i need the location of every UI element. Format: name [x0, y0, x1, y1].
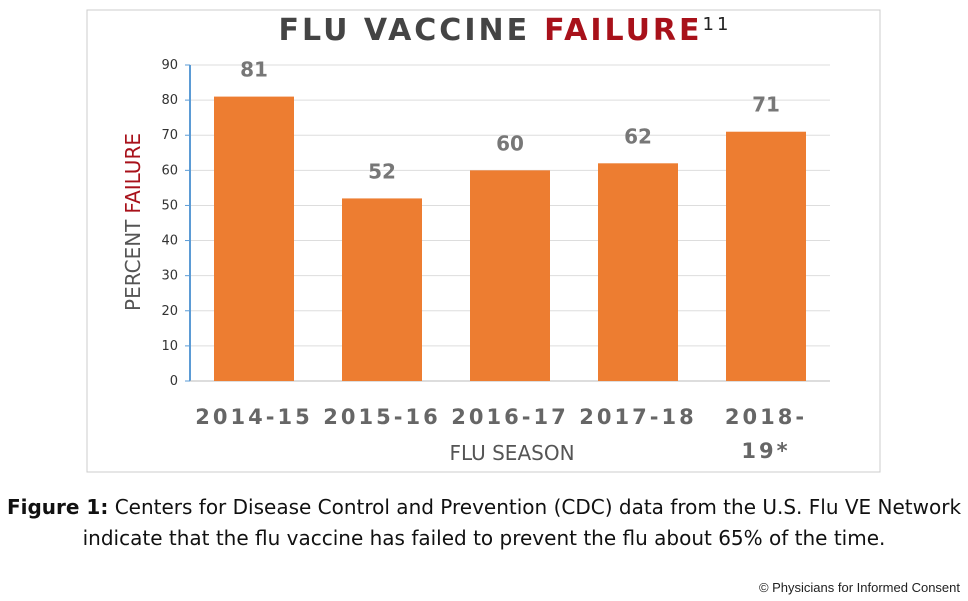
- y-tick-label: 40: [161, 234, 178, 249]
- x-tick-label: 2017-18: [579, 405, 697, 429]
- caption-label: Figure 1:: [6, 495, 109, 519]
- title-highlight: FAILURE: [544, 13, 702, 48]
- bar: [598, 163, 678, 381]
- caption: Figure 1: Centers for Disease Control an…: [0, 492, 968, 554]
- ylabel-main: PERCENT: [121, 219, 145, 311]
- bar: [214, 96, 294, 381]
- x-axis-label: FLU SEASON: [449, 441, 574, 465]
- y-tick-label: 30: [161, 269, 178, 284]
- y-tick-label: 90: [161, 58, 178, 73]
- value-label: 62: [624, 124, 652, 148]
- y-tick-label: 60: [161, 163, 178, 178]
- value-label: 71: [752, 93, 780, 117]
- bar: [726, 131, 806, 381]
- value-label: 81: [240, 58, 268, 82]
- title-note: 11: [703, 14, 732, 35]
- y-axis-label: PERCENT FAILURE: [121, 133, 145, 311]
- value-label: 60: [496, 131, 524, 155]
- title-main: FLU VACCINE: [279, 13, 531, 48]
- y-tick-label: 80: [161, 93, 178, 108]
- value-label: 52: [368, 159, 396, 183]
- y-tick-label: 50: [161, 198, 178, 213]
- x-tick-label: 2018-19*: [724, 405, 808, 463]
- chart-title: FLU VACCINE FAILURE11: [279, 13, 732, 48]
- ylabel-highlight: FAILURE: [121, 133, 145, 214]
- bar: [470, 170, 550, 381]
- y-tick-label: 20: [161, 304, 178, 319]
- y-tick-label: 10: [161, 339, 178, 354]
- x-tick-label: 2016-17: [451, 405, 569, 429]
- credit: © Physicians for Informed Consent: [758, 580, 960, 595]
- bar: [342, 198, 422, 381]
- x-tick-label: 2014-15: [195, 405, 313, 429]
- caption-text: Centers for Disease Control and Preventi…: [82, 495, 962, 550]
- x-tick-label: 2015-16: [323, 405, 441, 429]
- y-tick-label: 70: [161, 128, 178, 143]
- y-tick-label: 0: [170, 374, 178, 389]
